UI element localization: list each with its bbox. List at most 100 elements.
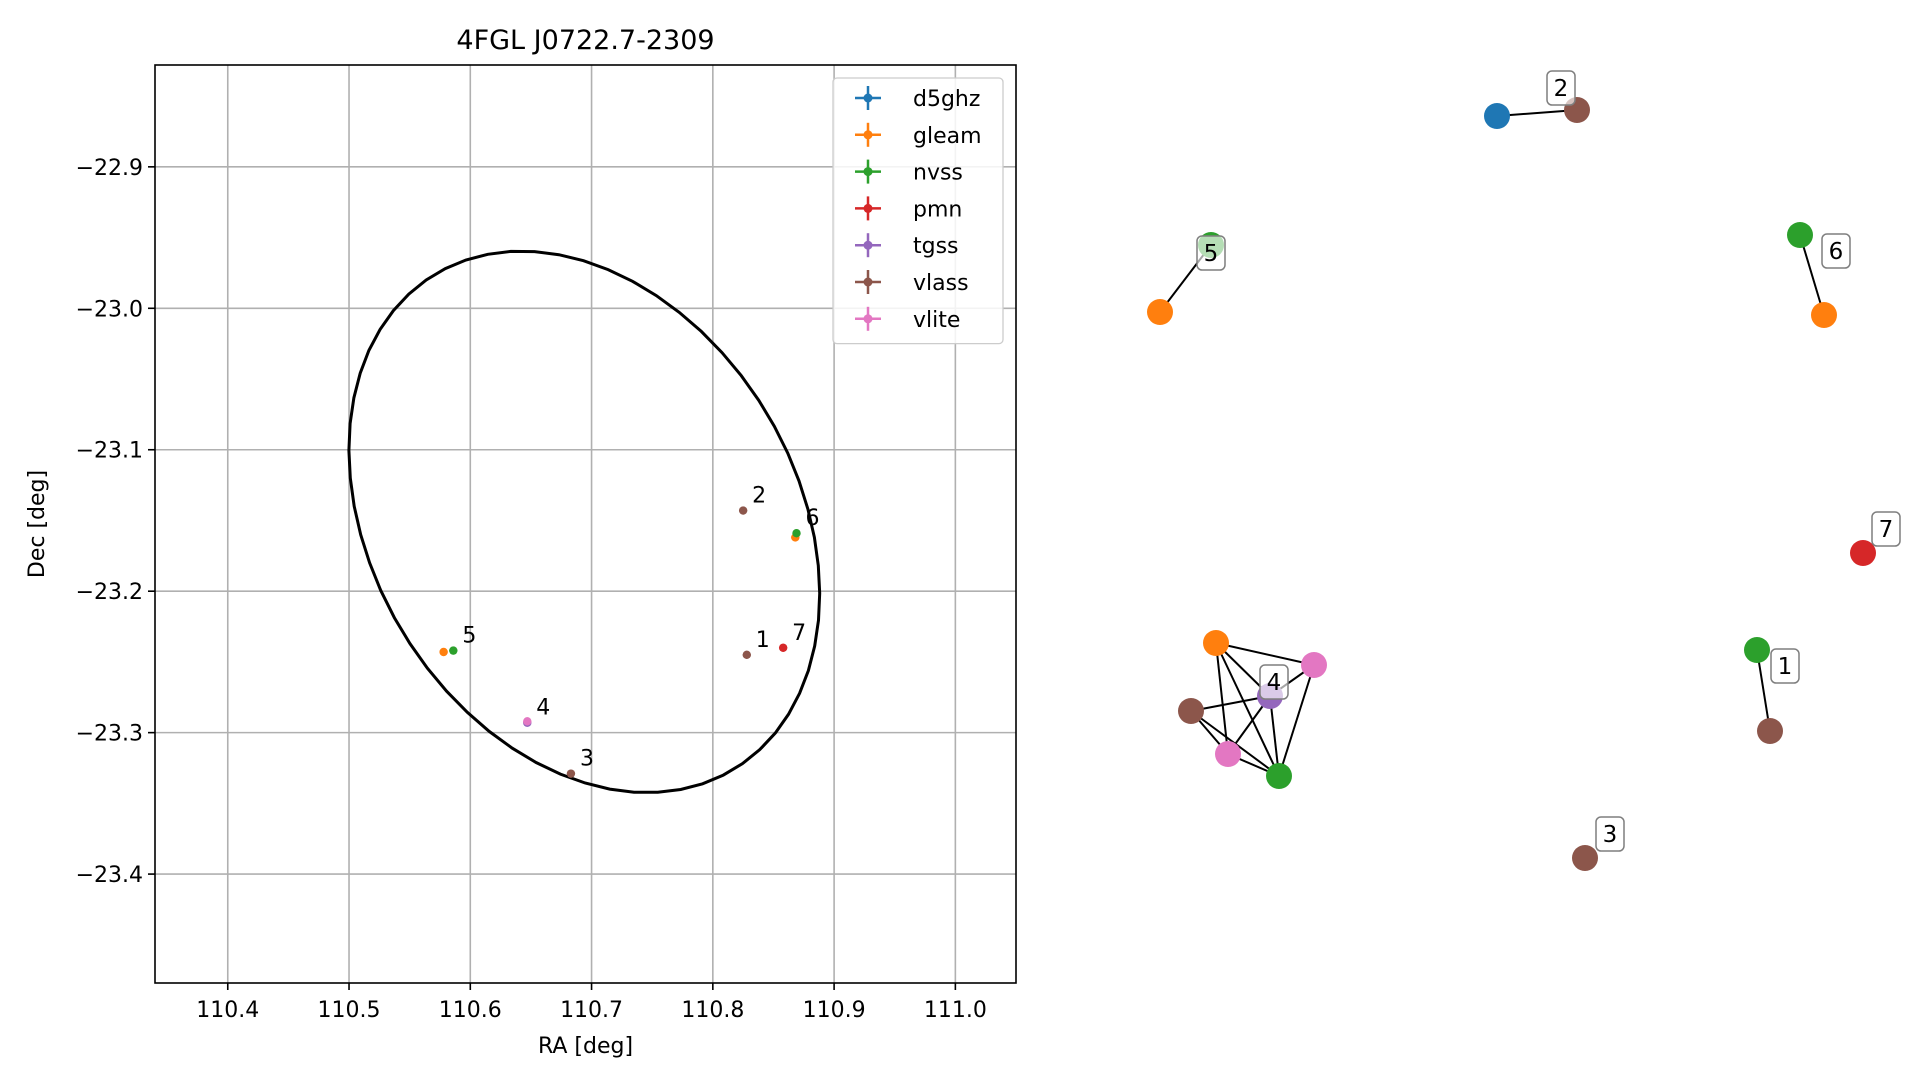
legend-marker-dot [863,93,873,103]
cluster-label-text: 6 [1829,239,1844,265]
y-tick-label: −22.9 [76,156,143,181]
graph-node-gleam [1203,630,1229,656]
graph-node-d5ghz [1484,103,1510,129]
cluster-label-box [1821,233,1851,269]
graph-node-vlite [1301,652,1327,678]
legend-entry-d5ghz: d5ghz [855,86,980,112]
marker [523,717,532,726]
cluster-label-4: 4 [1259,664,1289,700]
data-point-vlite [523,717,532,726]
point-annotation-7: 7 [792,621,806,646]
graph-edge [1278,664,1315,777]
x-tick-label: 110.4 [196,998,259,1023]
data-points [439,506,801,778]
data-point-vlass [566,769,576,778]
legend-entry-vlite: vlite [855,306,960,333]
x-tick-label: 110.5 [318,998,381,1023]
graph-cluster-labels: 1 2 3 4 5 6 7 [1196,70,1901,852]
graph-node-vlite [1215,741,1241,767]
association-graph: 1 2 3 4 5 6 7 [1147,70,1901,871]
marker [778,643,788,652]
graph-node-vlass [1572,845,1598,871]
graph-node-nvss [1787,222,1813,248]
cluster-label-6: 6 [1821,233,1851,269]
legend-label: tgss [913,234,959,259]
legend-entry-pmn: pmn [855,196,962,222]
cluster-label-box [1546,70,1576,106]
data-point-vlass [738,506,748,515]
legend-marker-dot [863,203,873,213]
x-tick-label: 110.7 [560,998,623,1023]
point-annotation-6: 6 [806,506,820,531]
cluster-label-text: 5 [1204,241,1219,267]
cluster-label-box [1259,664,1289,700]
legend-label: pmn [913,197,962,222]
axis-ticks: 110.4 110.5 110.6 110.7 110.8 110.9 111.0 −22.9… [76,156,987,1023]
legend-marker-dot [863,277,873,287]
legend-marker-dot [863,167,873,177]
y-axis-label: Dec [deg] [25,470,50,578]
point-annotation-3: 3 [580,747,594,772]
graph-node-vlass [1757,718,1783,744]
graph-edge [1269,695,1280,777]
cluster-label-3: 3 [1595,816,1625,852]
legend-marker-dot [863,130,873,140]
graph-edge [1190,695,1271,712]
point-annotation-5: 5 [462,624,476,649]
cluster-label-2: 2 [1546,70,1576,106]
graph-edge [1215,642,1280,777]
point-annotation-4: 4 [536,696,550,721]
graph-edge [1496,109,1578,117]
cluster-label-text: 1 [1778,654,1793,680]
graph-edge [1215,642,1229,755]
graph-edge [1215,642,1315,666]
graph-node-nvss [1744,637,1770,663]
axes-frame [154,64,1017,984]
point-annotation-1: 1 [756,628,770,653]
graph-node-vlass [1178,698,1204,724]
cluster-label-box [1595,816,1625,852]
legend-entry-gleam: gleam [855,122,982,149]
cluster-label-box [1770,648,1800,684]
cluster-label-1: 1 [1770,648,1800,684]
legend: d5ghz gleam nvss pmn tgss vlass vlite [832,77,1004,345]
localization-ellipse [347,249,822,794]
legend-entry-vlass: vlass [855,270,969,296]
graph-edge [1799,234,1825,316]
y-tick-label: −23.1 [76,439,143,464]
legend-entry-nvss: nvss [855,159,963,186]
graph-node-gleam [1811,302,1837,328]
x-tick-label: 110.8 [681,998,744,1023]
point-annotation-2: 2 [752,484,766,509]
graph-node-nvss [1266,763,1292,789]
data-point-nvss [449,646,458,655]
cluster-label-text: 7 [1879,517,1894,543]
x-tick-label: 110.6 [439,998,502,1023]
cluster-label-7: 7 [1871,511,1901,547]
marker [742,650,751,660]
marker [449,646,458,655]
legend-marker-dot [863,240,873,250]
y-tick-label: −23.3 [76,722,143,747]
data-point-vlass [742,650,751,660]
data-point-nvss [792,528,801,538]
cluster-label-text: 3 [1603,822,1618,848]
legend-label: gleam [913,124,982,149]
legend-label: nvss [913,161,963,186]
marker [738,506,748,515]
data-point-gleam [439,647,448,657]
marker [566,769,576,778]
cluster-label-text: 2 [1554,76,1569,102]
x-axis-label: RA [deg] [538,1034,633,1059]
x-tick-label: 111.0 [924,998,987,1023]
graph-nodes [1147,97,1876,871]
marker [792,528,801,538]
cluster-label-box [1871,511,1901,547]
legend-box [832,77,1004,345]
chart-title: 4FGL J0722.7-2309 [456,25,714,56]
y-tick-label: −23.2 [76,580,143,605]
legend-label: vlass [913,271,969,296]
graph-node-pmn [1850,540,1876,566]
